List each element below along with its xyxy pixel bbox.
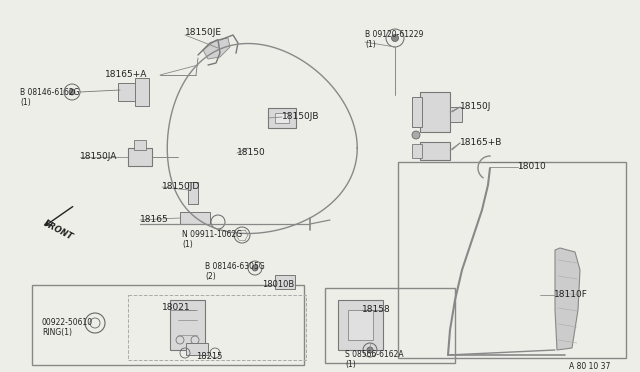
Text: B 09120-61229
(1): B 09120-61229 (1)	[365, 30, 424, 49]
Text: 00922-50610
RING(1): 00922-50610 RING(1)	[42, 318, 93, 337]
Text: FRONT: FRONT	[42, 219, 74, 242]
Text: 18150JB: 18150JB	[282, 112, 319, 121]
Text: 18150J: 18150J	[460, 102, 492, 111]
Text: 18150JE: 18150JE	[185, 28, 222, 37]
Bar	[128, 148, 152, 166]
Text: 18150: 18150	[237, 148, 266, 157]
Text: 18110F: 18110F	[554, 290, 588, 299]
Text: 18010: 18010	[518, 162, 547, 171]
Circle shape	[69, 89, 75, 95]
Bar	[275, 113, 289, 123]
Polygon shape	[555, 248, 580, 350]
Bar	[32, 285, 304, 365]
Text: S 08566-6162A
(1): S 08566-6162A (1)	[345, 350, 404, 369]
Bar	[412, 97, 422, 127]
Bar	[450, 107, 462, 122]
Bar	[420, 92, 450, 132]
Text: 18158: 18158	[362, 305, 391, 314]
Circle shape	[252, 265, 258, 271]
Text: 18165+B: 18165+B	[460, 138, 502, 147]
Bar	[118, 83, 140, 101]
Text: 18165: 18165	[140, 215, 169, 224]
Bar	[188, 182, 198, 204]
Bar	[412, 144, 422, 158]
Text: 18150JD: 18150JD	[162, 182, 200, 191]
Circle shape	[392, 35, 399, 42]
Circle shape	[367, 347, 373, 353]
Text: A 80 10 37: A 80 10 37	[568, 362, 610, 371]
Bar	[348, 310, 373, 340]
Text: 18010B: 18010B	[262, 280, 294, 289]
Bar	[398, 162, 626, 358]
Bar	[268, 108, 296, 128]
Circle shape	[412, 131, 420, 139]
Bar	[186, 343, 208, 355]
Bar	[135, 78, 149, 106]
Bar	[275, 275, 295, 289]
Text: N 09911-1062G
(1): N 09911-1062G (1)	[182, 230, 242, 249]
Text: 18021: 18021	[162, 303, 191, 312]
Bar	[128, 295, 306, 360]
Bar	[180, 212, 210, 224]
Text: 18215: 18215	[196, 352, 222, 361]
Text: B 08146-6305G
(2): B 08146-6305G (2)	[205, 262, 265, 281]
Bar	[420, 142, 450, 160]
Bar	[338, 300, 383, 350]
Bar	[170, 300, 205, 350]
Text: 18165+A: 18165+A	[105, 70, 147, 79]
Bar	[134, 140, 146, 150]
Bar	[325, 288, 455, 363]
Text: 18150JA: 18150JA	[80, 152, 117, 161]
Polygon shape	[203, 38, 230, 59]
Text: B 08146-6162G
(1): B 08146-6162G (1)	[20, 88, 79, 108]
